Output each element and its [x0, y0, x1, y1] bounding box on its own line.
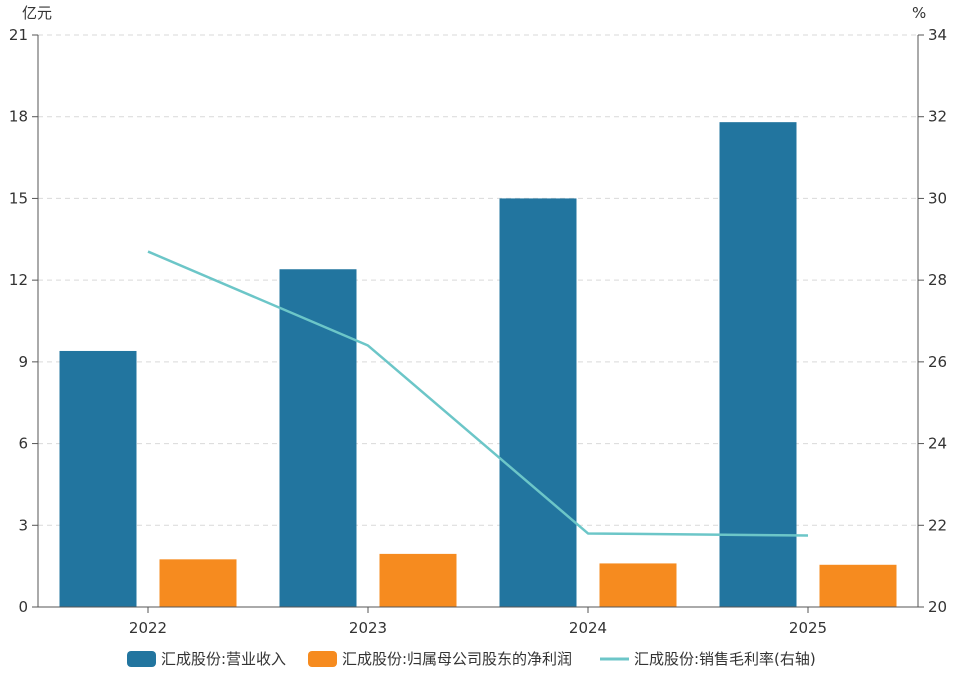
bar [719, 122, 797, 608]
left-tick-label: 3 [18, 516, 28, 534]
right-tick-label: 34 [928, 26, 947, 44]
left-axis-unit: 亿元 [22, 4, 52, 22]
bar [59, 350, 137, 607]
bar [159, 559, 237, 607]
legend-label: 汇成股份:归属母公司股东的净利润 [342, 650, 572, 668]
x-tick-label: 2023 [349, 619, 387, 637]
legend-label: 汇成股份:营业收入 [161, 650, 286, 668]
x-tick-label: 2025 [789, 619, 827, 637]
left-tick-label: 21 [9, 26, 28, 44]
x-tick-label: 2022 [129, 619, 167, 637]
left-tick-label: 18 [9, 108, 28, 126]
left-tick-label: 15 [9, 189, 28, 207]
legend-label: 汇成股份:销售毛利率(右轴) [634, 650, 816, 668]
bar [499, 198, 577, 607]
left-tick-label: 9 [18, 353, 28, 371]
right-tick-label: 24 [928, 435, 947, 453]
right-tick-label: 26 [928, 353, 947, 371]
bar [819, 564, 897, 607]
bar [279, 269, 357, 607]
line-marks [147, 250, 809, 537]
left-tick-label: 6 [18, 435, 28, 453]
bar-marks [59, 122, 897, 608]
legend-swatch [308, 651, 337, 667]
bar [599, 563, 677, 607]
right-tick-label: 22 [928, 516, 947, 534]
series-line [147, 250, 809, 537]
x-tick-label: 2024 [569, 619, 607, 637]
left-tick-label: 12 [9, 271, 28, 289]
right-tick-label: 30 [928, 189, 947, 207]
bar [379, 553, 457, 607]
legend: 汇成股份:营业收入 汇成股份:归属母公司股东的净利润 汇成股份:销售毛利率(右轴) [127, 650, 816, 668]
right-tick-label: 20 [928, 598, 947, 616]
axes [32, 34, 924, 613]
right-tick-label: 32 [928, 108, 947, 126]
right-axis-unit: % [912, 4, 926, 22]
right-tick-label: 28 [928, 271, 947, 289]
legend-swatch [127, 651, 156, 667]
left-tick-label: 0 [18, 598, 28, 616]
